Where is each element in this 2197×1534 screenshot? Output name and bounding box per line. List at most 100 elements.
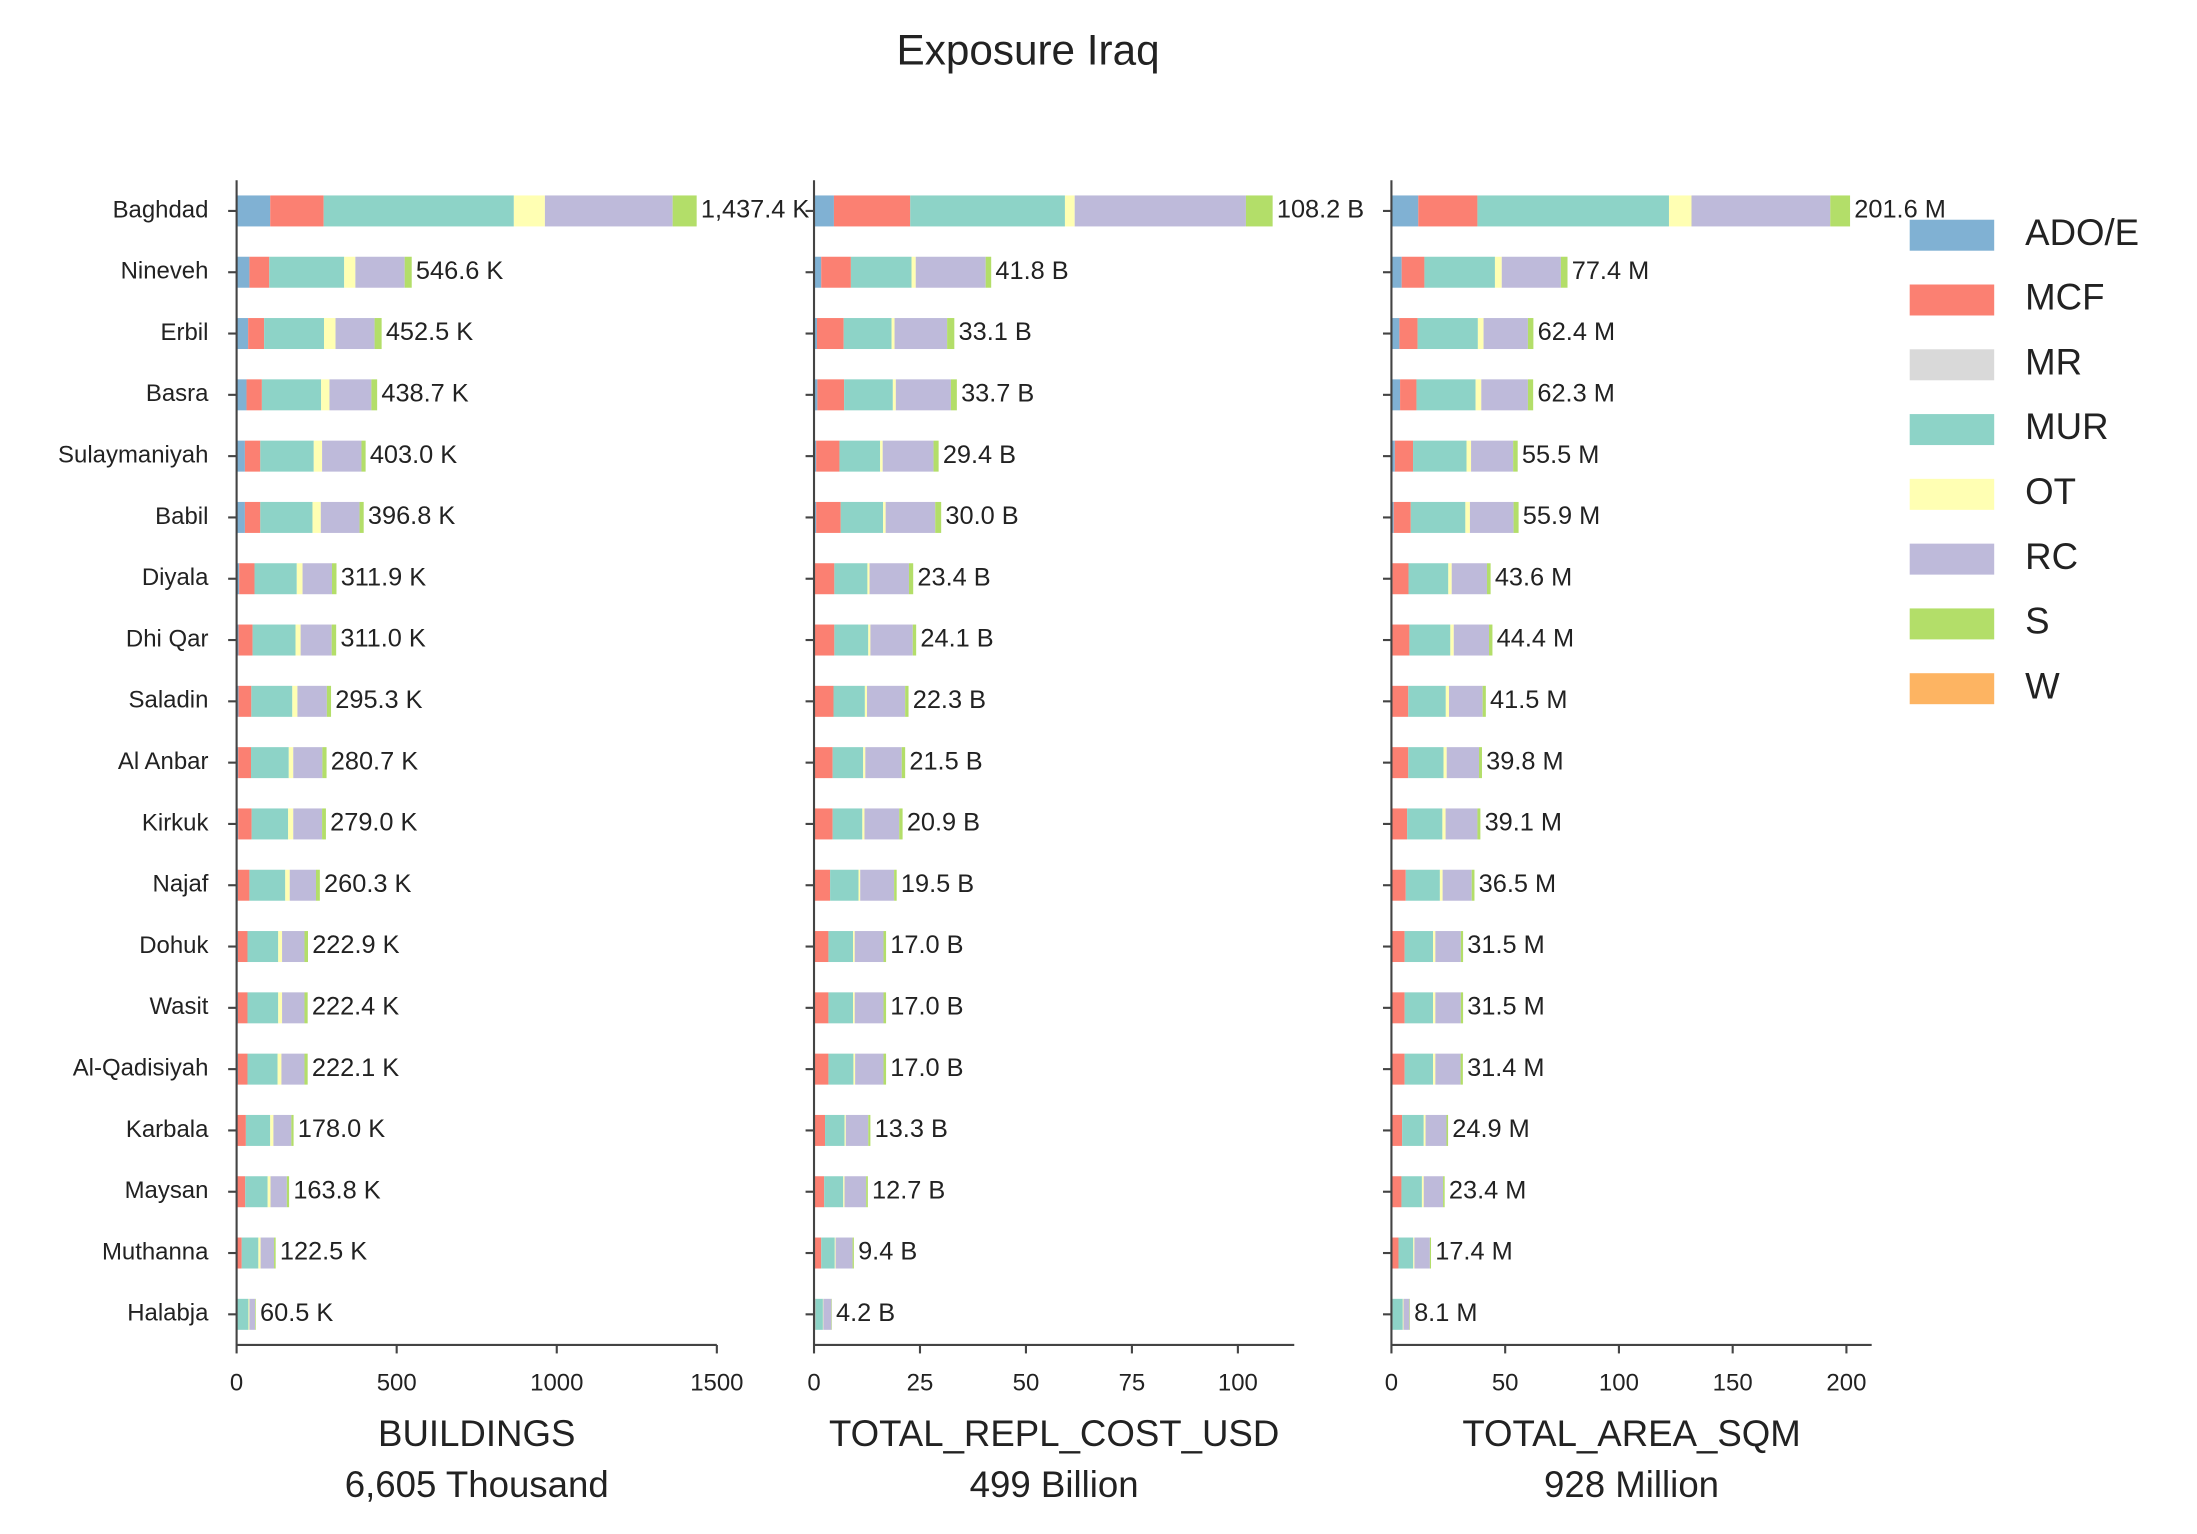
bar-segment: [860, 869, 895, 901]
value-label: 452.5 K: [386, 318, 473, 346]
value-label: 24.9 M: [1452, 1115, 1529, 1143]
value-label: 546.6 K: [416, 257, 503, 285]
bar-segment: [1433, 931, 1436, 963]
value-label: 222.9 K: [312, 931, 399, 959]
bar-segment: [814, 318, 817, 350]
bar-segment: [1408, 685, 1446, 717]
bar-segment: [1425, 1114, 1447, 1146]
bar-segment: [236, 195, 271, 227]
bar-segment: [843, 318, 892, 350]
bar-segment: [251, 747, 289, 779]
value-label: 222.1 K: [312, 1054, 399, 1082]
bar-segment: [882, 440, 934, 472]
bar-segment: [814, 685, 834, 717]
value-label: 31.5 M: [1467, 993, 1544, 1021]
value-label: 19.5 B: [901, 870, 974, 898]
bar-segment: [1442, 869, 1472, 901]
bar-segment: [1391, 195, 1419, 227]
value-label: 4.2 B: [836, 1299, 895, 1327]
bar-segment: [1074, 195, 1246, 227]
bar-segment: [260, 1237, 275, 1269]
bar-segment: [322, 440, 362, 472]
bar-segment: [1483, 318, 1528, 350]
bar-segment: [816, 440, 840, 472]
bar-segment: [270, 195, 324, 227]
bar-segment: [291, 1114, 294, 1146]
bar-segment: [1392, 808, 1408, 840]
bar-segment: [236, 379, 247, 411]
value-label: 36.5 M: [1479, 870, 1556, 898]
bar-segment: [832, 808, 863, 840]
legend-swatch: [1909, 608, 1995, 640]
bar-segment: [361, 440, 366, 472]
bar-segment: [854, 931, 884, 963]
bar-segment: [335, 318, 375, 350]
bar-segment: [850, 256, 912, 288]
legend-label: MR: [2025, 341, 2082, 382]
bar-segment: [858, 869, 861, 901]
value-label: 62.3 M: [1537, 380, 1614, 408]
y-tick-label: Dohuk: [139, 932, 208, 959]
bar-segment: [1527, 318, 1534, 350]
x-tick-label: 0: [807, 1370, 820, 1397]
bar-segment: [1479, 747, 1482, 779]
bar-segment: [1408, 563, 1449, 595]
bar-segment: [824, 1176, 844, 1208]
bar-segment: [1691, 195, 1831, 227]
value-label: 280.7 K: [331, 747, 418, 775]
bar-segment: [915, 256, 986, 288]
value-label: 44.4 M: [1497, 625, 1574, 653]
bar-segment: [1392, 931, 1405, 963]
bar-segment: [672, 195, 697, 227]
bar-segment: [1435, 992, 1461, 1024]
bar-segment: [1391, 379, 1401, 411]
value-label: 311.0 K: [340, 625, 426, 653]
value-label: 41.8 B: [995, 257, 1068, 285]
bar-segment: [332, 563, 337, 595]
bar-segment: [1465, 501, 1470, 533]
bar-segment: [816, 501, 841, 533]
bar-segment: [241, 1237, 259, 1269]
bar-segment: [355, 256, 405, 288]
bar-segment: [840, 501, 884, 533]
bar-segment: [816, 318, 844, 350]
bar-segment: [1486, 563, 1491, 595]
bar-segment: [237, 1114, 246, 1146]
value-label: 39.8 M: [1486, 747, 1563, 775]
legend-swatch: [1909, 478, 1995, 510]
bar-segment: [947, 318, 955, 350]
bar-segment: [1392, 869, 1406, 901]
bar-segment: [237, 1176, 246, 1208]
bar-segment: [1392, 563, 1409, 595]
y-tick-label: Kirkuk: [142, 809, 209, 836]
value-label: 8.1 M: [1414, 1299, 1477, 1327]
bar-segment: [1404, 931, 1434, 963]
bar-segment: [814, 869, 831, 901]
bar-segment: [825, 1114, 845, 1146]
bar-segment: [863, 747, 866, 779]
bar-segment: [1439, 869, 1443, 901]
bar-segment: [1392, 685, 1409, 717]
bar-segment: [833, 685, 865, 717]
legend-label: S: [2025, 601, 2049, 642]
bar-segment: [1482, 685, 1486, 717]
bar-segment: [273, 1114, 292, 1146]
bar-segment: [1446, 1114, 1449, 1146]
bar-segment: [1416, 379, 1476, 411]
bar-segment: [843, 1176, 845, 1208]
bar-segment: [834, 624, 869, 656]
bar-segment: [814, 931, 829, 963]
bar-segment: [244, 440, 261, 472]
bar-segment: [260, 501, 313, 533]
y-tick-label: Najaf: [153, 871, 209, 898]
bar-segment: [865, 747, 902, 779]
bar-segment: [331, 624, 337, 656]
x-tick-label: 50: [1013, 1370, 1040, 1397]
bar-segment: [320, 501, 360, 533]
value-label: 22.3 B: [913, 686, 986, 714]
bar-segment: [1421, 1176, 1424, 1208]
legend-swatch: [1909, 673, 1995, 705]
bar-segment: [278, 992, 283, 1024]
bar-segment: [247, 1053, 278, 1085]
bar-segment: [894, 869, 897, 901]
